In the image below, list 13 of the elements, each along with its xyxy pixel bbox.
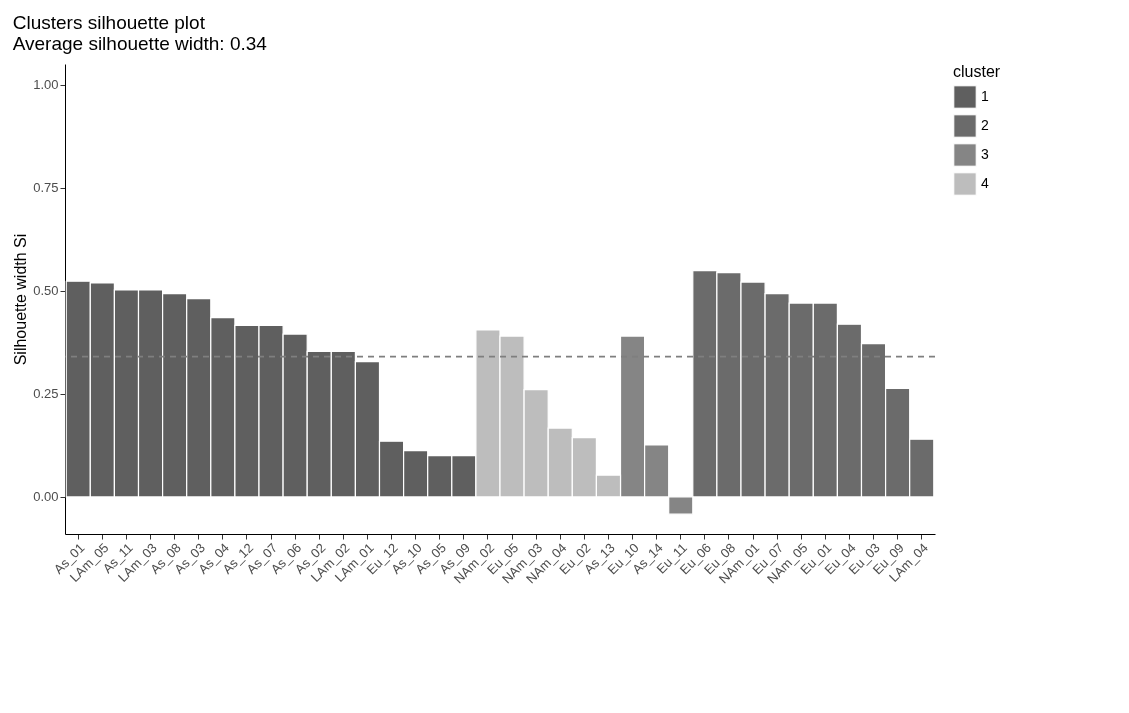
y-tick-label: 0.25 [33,386,59,402]
y-tick-label: 0.50 [33,283,59,299]
legend-label: 2 [981,117,989,133]
legend-label: 1 [981,88,989,104]
legend-label: 3 [981,146,989,162]
y-tick-label: 0.00 [33,489,59,505]
legend-title: cluster [953,63,1001,80]
y-tick-label: 1.00 [33,77,59,93]
legend-label: 4 [981,175,989,191]
chart-subtitle: Average silhouette width: 0.34 [12,33,268,54]
chart-title: Clusters silhouette plot [12,12,206,33]
y-axis-title: Silhouette width Si [12,233,30,366]
y-tick-label: 0.75 [33,180,59,196]
